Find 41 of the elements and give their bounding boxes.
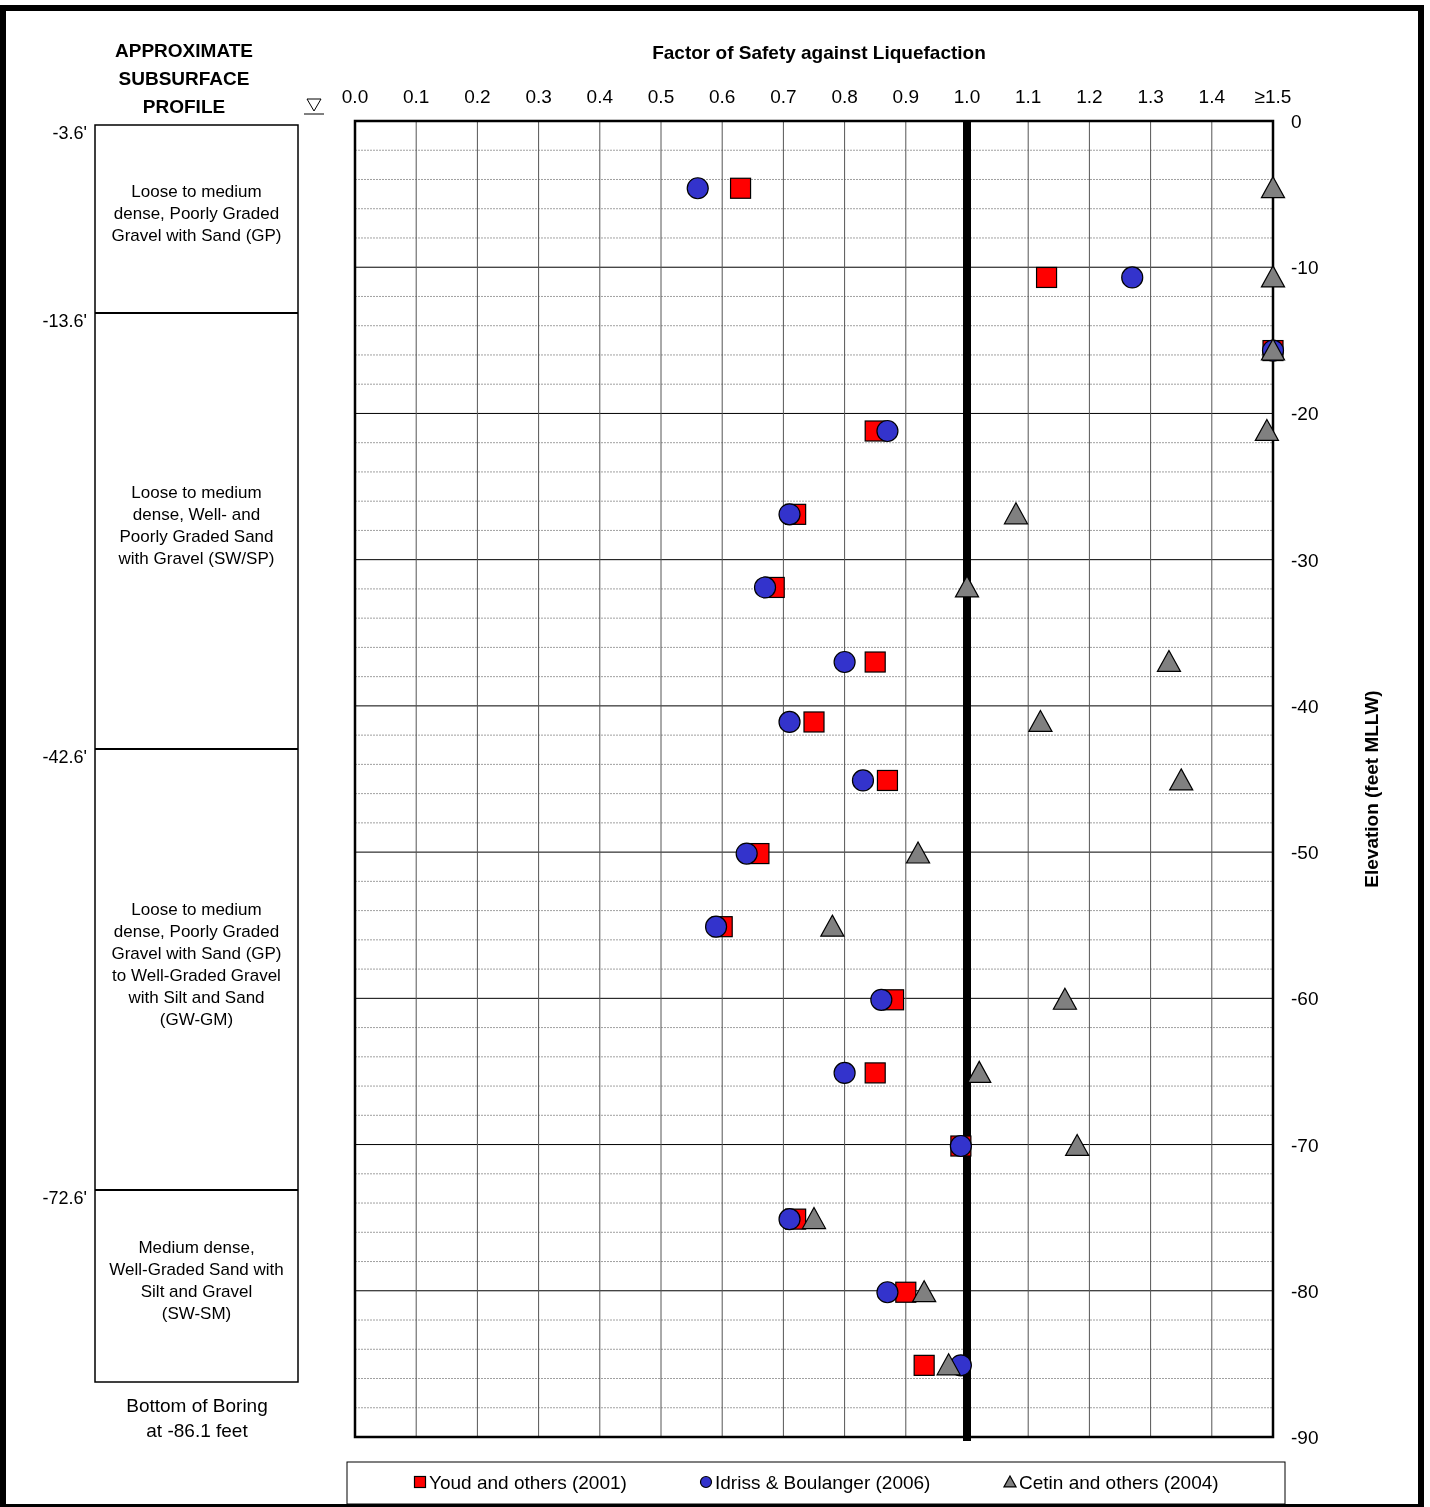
text: Bottom of Boring at -86.1 feet — [126, 1395, 268, 1441]
text: -42.6' — [42, 747, 87, 767]
y-tick-label: -60 — [1291, 988, 1319, 1010]
text: -13.6' — [42, 311, 87, 331]
y-tick-label: -70 — [1291, 1134, 1319, 1156]
y-tick-label: -50 — [1291, 842, 1319, 864]
text: Loose to medium dense, Well- and Poorly Graded Sand with Gravel (SW/SP) — [117, 483, 275, 568]
x-tick-label: 0.7 — [770, 86, 797, 107]
x-tick-label: 0.9 — [892, 86, 920, 107]
legend-label: Idriss & Boulanger (2006) — [715, 1472, 931, 1493]
x-tick-label: 0.5 — [647, 86, 675, 107]
y-tick-label: -10 — [1291, 257, 1319, 279]
x-tick-label: 0.0 — [341, 86, 369, 107]
legend-label: Youd and others (2001) — [429, 1472, 627, 1493]
text: -72.6' — [42, 1188, 87, 1208]
y-axis-title: Elevation (feet MLLW) — [1361, 690, 1382, 888]
x-axis-title: Factor of Safety against Liquefaction — [652, 42, 986, 63]
y-tick-label: -90 — [1291, 1427, 1319, 1448]
x-tick-label: 1.3 — [1137, 86, 1164, 107]
x-tick-label: 1.0 — [953, 86, 981, 107]
text: -3.6' — [52, 123, 87, 143]
x-tick-label: 0.6 — [708, 86, 736, 107]
y-tick-label: 0 — [1291, 111, 1302, 132]
legend-label: Cetin and others (2004) — [1019, 1472, 1219, 1493]
y-tick-label: -80 — [1291, 1280, 1319, 1302]
x-tick-label: 0.1 — [402, 86, 430, 107]
x-tick-label: 0.4 — [586, 86, 614, 107]
x-tick-label: 1.4 — [1198, 86, 1226, 107]
text: Loose to medium dense, Poorly Graded Gravel with Sand (GP) — [111, 182, 282, 245]
x-tick-label: 0.8 — [831, 86, 858, 107]
y-tick-label: -40 — [1291, 695, 1319, 717]
x-tick-label: 1.1 — [1014, 86, 1042, 107]
x-tick-label: 0.3 — [525, 86, 552, 107]
y-tick-label: -30 — [1291, 549, 1319, 571]
x-tick-label: 0.2 — [464, 86, 491, 107]
x-tick-label: 1.2 — [1076, 86, 1103, 107]
y-tick-label: -20 — [1291, 403, 1319, 425]
text: APPROXIMATE SUBSURFACE PROFILE — [115, 40, 253, 117]
x-tick-label: ≥1.5 — [1254, 86, 1292, 107]
text: Loose to medium dense, Poorly Graded Gravel with Sand (GP) to Well-Graded Gravel with Silt and Sand (GW-GM) — [111, 899, 282, 1029]
text: Medium dense, Well-Graded Sand with Silt and Gravel (SW-SM) — [109, 1238, 284, 1323]
